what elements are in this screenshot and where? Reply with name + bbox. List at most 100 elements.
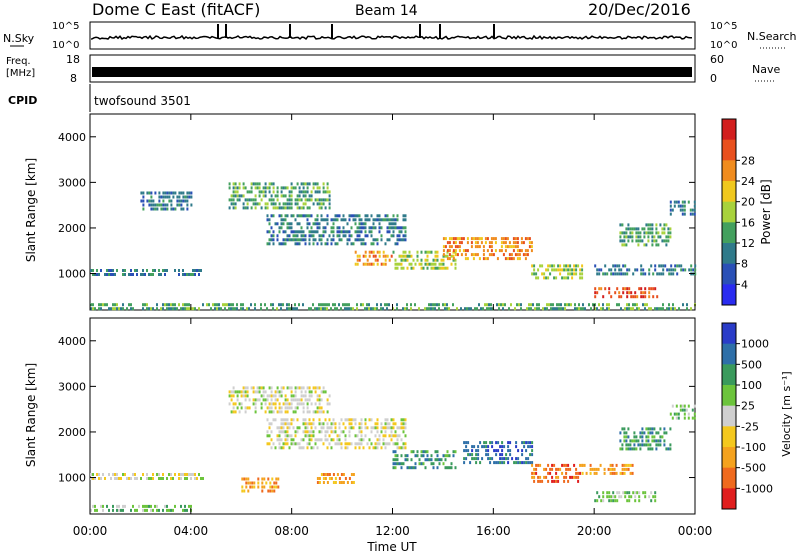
power-cell-10 <box>668 272 671 276</box>
power-cell-7 <box>524 257 527 261</box>
power-cell-0 <box>410 307 412 311</box>
power-cell-0 <box>686 303 688 307</box>
power-cell-7 <box>488 253 491 257</box>
vel-cell-7 <box>467 449 470 453</box>
vel-cell-7 <box>521 453 524 457</box>
vel-cell-6 <box>394 454 397 458</box>
power-cell-11 <box>665 235 668 239</box>
power-cell-5 <box>368 250 371 254</box>
power-cell-11 <box>631 235 634 239</box>
vel-cell-5 <box>278 434 281 438</box>
time-tick-label: 04:00 <box>174 524 209 538</box>
power-cell-1 <box>96 269 98 272</box>
vel-cell-5 <box>384 442 387 446</box>
vel-cell-2 <box>236 394 239 398</box>
power-cell-4 <box>390 226 393 230</box>
power-colorbar-swatch <box>722 222 736 244</box>
power-cell-8 <box>567 264 570 268</box>
power-cell-3 <box>296 202 299 206</box>
power-cell-10 <box>604 272 607 276</box>
vel-cell-8 <box>533 475 536 479</box>
power-cell-11 <box>663 227 666 231</box>
power-cell-6 <box>440 258 443 262</box>
power-cell-4 <box>394 218 397 222</box>
vel-cell-5 <box>310 430 313 434</box>
power-cell-3 <box>320 202 323 206</box>
vel-cell-5 <box>290 422 293 426</box>
vel-cell-2 <box>258 386 261 390</box>
power-cell-3 <box>244 206 247 210</box>
vel-cell-5 <box>286 426 289 430</box>
power-cell-4 <box>268 230 271 234</box>
vel-cell-5 <box>268 422 271 426</box>
vel-cell-5 <box>286 418 289 422</box>
power-cell-0 <box>628 303 630 307</box>
power-cell-6 <box>454 250 457 254</box>
power-cell-4 <box>396 214 399 218</box>
power-cell-3 <box>238 198 241 202</box>
power-cell-6 <box>442 258 445 262</box>
vel-cell-8 <box>555 467 558 471</box>
vel-cell-5 <box>282 442 285 446</box>
power-cell-4 <box>364 222 367 226</box>
power-cell-2 <box>190 195 193 199</box>
vel-cell-5 <box>314 426 317 430</box>
power-cell-0 <box>510 303 512 307</box>
vel-cell-4 <box>348 477 351 480</box>
power-cell-4 <box>388 238 391 242</box>
vel-cell-5 <box>306 426 309 430</box>
power-cell-6 <box>396 262 399 266</box>
power-cell-0 <box>128 303 130 307</box>
power-cell-0 <box>384 303 386 307</box>
power-cell-3 <box>328 190 331 194</box>
power-cell-4 <box>380 218 383 222</box>
power-cell-4 <box>336 226 339 230</box>
power-cell-4 <box>312 238 315 242</box>
vel-cell-8 <box>545 475 548 479</box>
power-cell-8 <box>565 264 568 268</box>
vel-cell-6 <box>414 462 417 466</box>
power-cell-1 <box>98 273 100 276</box>
power-cell-8 <box>579 268 582 272</box>
vel-cell-2 <box>298 398 301 402</box>
vel-cell-7 <box>515 441 518 445</box>
vel-cell-5 <box>388 434 391 438</box>
vel-cell-11 <box>639 435 642 439</box>
vel-cell-2 <box>240 406 243 410</box>
power-cell-6 <box>454 262 457 266</box>
power-cell-4 <box>386 218 389 222</box>
power-cell-11 <box>637 231 640 235</box>
power-cell-4 <box>350 226 353 230</box>
nsky-label: N.Sky <box>3 32 35 45</box>
power-cell-5 <box>380 262 383 266</box>
power-cell-6 <box>420 258 423 262</box>
vel-cell-2 <box>288 386 291 390</box>
vel-cell-5 <box>302 418 305 422</box>
power-cell-4 <box>402 234 405 238</box>
power-cell-0 <box>232 307 234 311</box>
power-cell-4 <box>306 218 309 222</box>
power-cell-10 <box>596 272 599 276</box>
vel-cell-6 <box>402 462 405 466</box>
vel-cell-5 <box>386 442 389 446</box>
vel-cell-7 <box>493 449 496 453</box>
power-cell-1 <box>158 273 160 276</box>
power-cell-4 <box>266 230 269 234</box>
vel-cell-5 <box>402 442 405 446</box>
vel-cell-1 <box>100 477 102 480</box>
vel-cell-5 <box>400 446 403 450</box>
power-cell-4 <box>380 238 383 242</box>
power-cell-0 <box>162 303 164 307</box>
vel-cell-5 <box>308 438 311 442</box>
vel-cell-5 <box>278 426 281 430</box>
power-cell-11 <box>647 223 650 227</box>
vel-cell-5 <box>280 426 283 430</box>
vel-cell-2 <box>266 394 269 398</box>
power-cell-0 <box>626 307 628 311</box>
vel-cell-7 <box>505 457 508 461</box>
vel-cell-4 <box>318 477 321 480</box>
vel-cell-2 <box>244 406 247 410</box>
vel-cell-5 <box>312 434 315 438</box>
power-cell-7 <box>472 257 475 261</box>
vel-cell-7 <box>517 461 520 465</box>
